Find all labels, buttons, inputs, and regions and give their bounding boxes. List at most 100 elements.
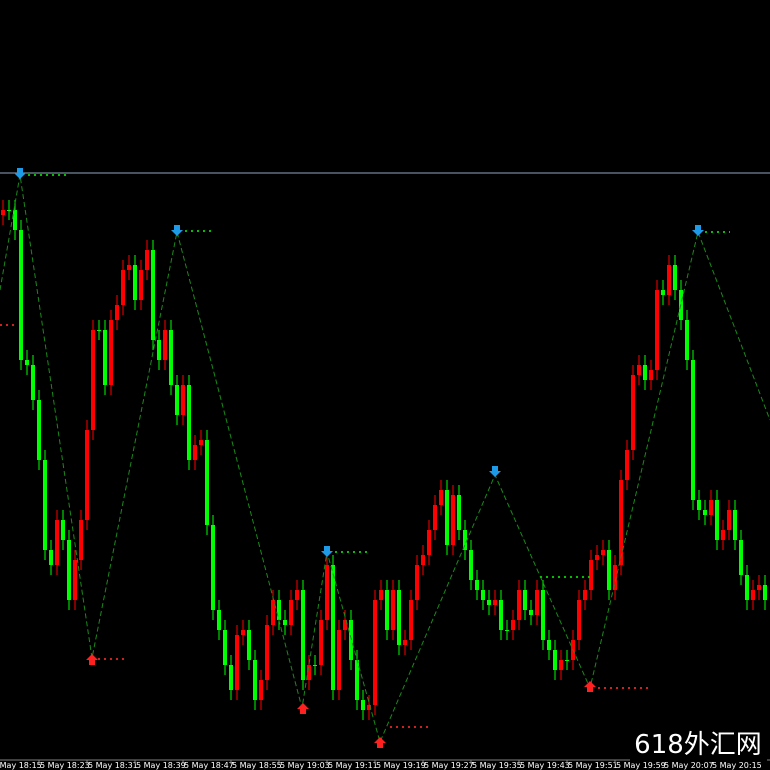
candle-body	[289, 600, 293, 625]
candle-body	[127, 265, 131, 270]
candle-body	[283, 620, 287, 625]
x-tick-label: 5 May 19:35	[472, 761, 522, 770]
candle-body	[751, 590, 755, 600]
candle-body	[685, 320, 689, 360]
watermark: 618外汇网	[634, 730, 762, 760]
candle-body	[103, 330, 107, 385]
x-tick-label: 5 May 20:15	[712, 761, 762, 770]
candle-body	[763, 585, 767, 600]
candle-body	[649, 370, 653, 380]
candle-body	[643, 365, 647, 380]
candle-body	[199, 440, 203, 445]
candle-body	[157, 340, 161, 360]
candle-body	[355, 660, 359, 700]
candle-body	[487, 600, 491, 605]
pivot-dots	[0, 174, 730, 728]
candle-body	[427, 530, 431, 555]
candle-body	[709, 500, 713, 515]
candle-body	[499, 600, 503, 630]
candle-body	[115, 305, 119, 320]
candle-body	[163, 330, 167, 360]
candle-body	[667, 265, 671, 295]
candle-body	[493, 600, 497, 605]
candle-body	[715, 500, 719, 540]
candle-body	[1, 210, 5, 215]
candle-body	[367, 705, 371, 710]
x-tick-label: 5 May 19:51	[568, 761, 618, 770]
candle-body	[151, 250, 155, 340]
x-tick-label: 5 May 18:15	[0, 761, 42, 770]
candle-body	[469, 550, 473, 580]
candle-body	[307, 665, 311, 680]
candle-body	[397, 590, 401, 645]
candle-body	[319, 620, 323, 665]
candle-body	[13, 210, 17, 230]
candle-body	[481, 590, 485, 600]
candle-body	[109, 320, 113, 385]
candle-body	[475, 580, 479, 590]
candle-body	[409, 600, 413, 640]
candle-body	[325, 565, 329, 620]
candle-body	[553, 650, 557, 670]
bottom-arrows	[86, 654, 596, 748]
candle-body	[379, 590, 383, 600]
candle-body	[385, 590, 389, 630]
candle-body	[313, 665, 317, 666]
candle-body	[505, 630, 509, 631]
candle-body	[421, 555, 425, 565]
x-tick-label: 5 May 19:19	[376, 761, 426, 770]
candle-body	[757, 585, 761, 590]
x-tick-label: 5 May 18:23	[40, 761, 90, 770]
candle-body	[31, 365, 35, 400]
x-tick-label: 5 May 19:27	[424, 761, 474, 770]
candle-body	[229, 665, 233, 690]
candle-body	[121, 270, 125, 305]
candle-body	[523, 590, 527, 610]
candle-body	[73, 560, 77, 600]
candle-body	[583, 590, 587, 600]
candle-body	[181, 385, 185, 415]
candle-body	[97, 330, 101, 331]
candle-body	[739, 540, 743, 575]
candle-body	[673, 265, 677, 290]
candle-body	[265, 625, 269, 680]
candle-body	[721, 530, 725, 540]
candle-body	[655, 290, 659, 370]
candle-body	[445, 490, 449, 545]
top-arrows	[14, 168, 704, 557]
x-tick-label: 5 May 18:31	[88, 761, 138, 770]
candle-body	[439, 490, 443, 505]
candle-body	[625, 450, 629, 480]
candle-body	[337, 630, 341, 690]
candle-body	[607, 550, 611, 590]
watermark-box	[630, 728, 767, 762]
candle-body	[511, 620, 515, 630]
candle-body	[535, 590, 539, 615]
candle-body	[211, 525, 215, 610]
candle-body	[451, 495, 455, 545]
candle-body	[703, 510, 707, 515]
candle-body	[433, 505, 437, 530]
candle-body	[145, 250, 149, 270]
candle-body	[247, 630, 251, 660]
candle-body	[91, 330, 95, 430]
candle-body	[595, 555, 599, 560]
candle-body	[631, 375, 635, 450]
x-tick-label: 5 May 19:03	[280, 761, 330, 770]
candle-body	[79, 520, 83, 560]
candle-body	[301, 590, 305, 680]
candle-body	[169, 330, 173, 385]
candle-body	[43, 460, 47, 550]
candle-body	[565, 660, 569, 661]
candle-body	[349, 620, 353, 660]
candle-body	[25, 360, 29, 365]
candle-body	[415, 565, 419, 600]
candle-body	[391, 590, 395, 630]
candle-body	[517, 590, 521, 620]
candle-body	[223, 630, 227, 665]
x-tick-label: 5 May 18:55	[232, 761, 282, 770]
candle-body	[241, 630, 245, 635]
x-tick-label: 5 May 19:43	[520, 761, 570, 770]
candle-body	[205, 440, 209, 525]
